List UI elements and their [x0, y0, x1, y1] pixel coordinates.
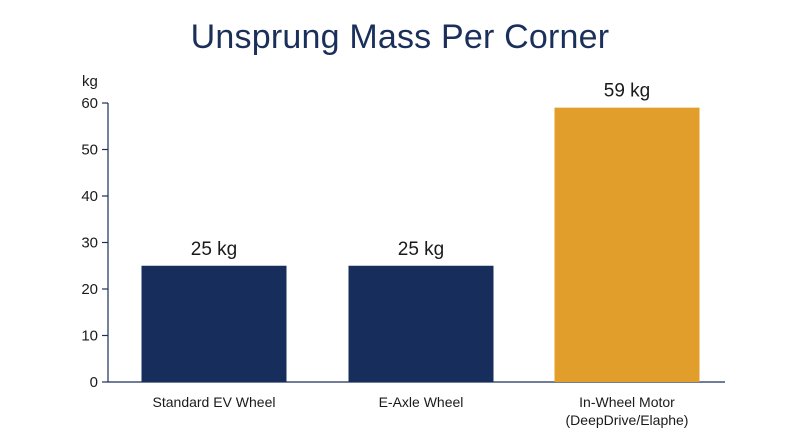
y-tick-label: 0: [90, 374, 98, 391]
y-tick-label: 50: [81, 142, 98, 159]
category-label: (DeepDrive/Elaphe): [566, 412, 689, 428]
y-tick-label: 60: [81, 95, 98, 112]
category-label: Standard EV Wheel: [153, 394, 276, 410]
bars: [141, 107, 700, 383]
y-tick-label: 10: [81, 328, 98, 345]
bar: [348, 265, 494, 382]
chart-title: Unsprung Mass Per Corner: [190, 18, 610, 56]
y-tick-label: 30: [81, 235, 98, 252]
bar: [554, 107, 700, 383]
bar: [141, 265, 287, 382]
category-label: In-Wheel Motor: [579, 394, 675, 410]
data-label: 59 kg: [604, 81, 650, 102]
data-label: 25 kg: [398, 239, 444, 260]
y-axis-label: kg: [82, 73, 98, 90]
category-label: E-Axle Wheel: [379, 394, 464, 410]
labels: 25 kg Standard EV Wheel 25 kg E-Axle Wheel 5…: [153, 81, 689, 428]
data-label: 25 kg: [191, 239, 237, 260]
y-tick-label: 40: [81, 188, 98, 205]
y-tick-label: 20: [81, 281, 98, 298]
